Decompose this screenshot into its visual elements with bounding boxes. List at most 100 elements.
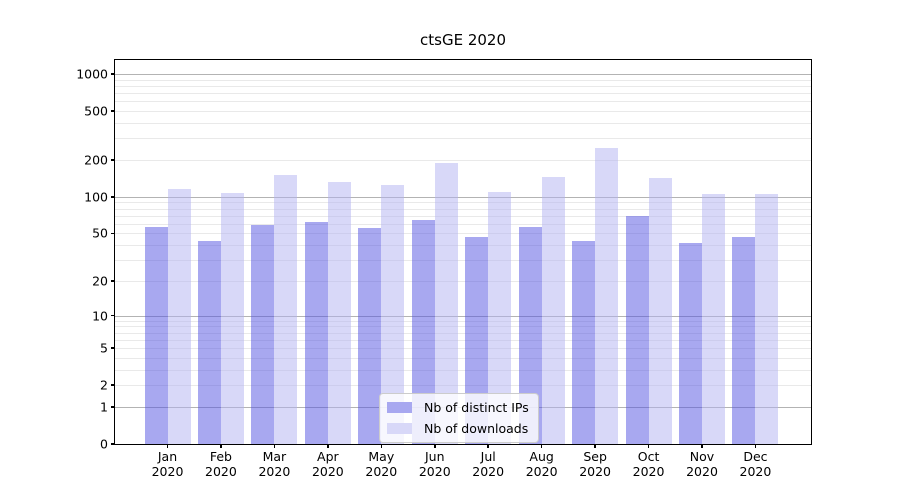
x-tick-label-line: Feb: [209, 449, 232, 464]
x-tick-mark: [220, 444, 222, 448]
gridline-major: [115, 315, 811, 317]
x-tick-label-line: Jan: [157, 449, 178, 464]
gridline-minor: [115, 79, 811, 81]
gridline-minor: [115, 85, 811, 87]
x-tick-label-line: Mar: [262, 449, 287, 464]
bar-nb-of-distinct-ips-aug: [518, 227, 542, 444]
x-tick-mark: [540, 444, 543, 448]
y-tick-label-2: 2: [100, 377, 108, 393]
gridline-minor: [115, 123, 811, 125]
chart-title: ctsGE 2020: [420, 31, 506, 49]
x-tick-label-line: 2020: [632, 464, 665, 479]
gridline-minor: [115, 348, 811, 350]
bar-nb-of-distinct-ips-apr: [304, 222, 328, 444]
gridline-minor: [115, 369, 811, 371]
legend-label-distinct-ips: Nb of distinct IPs: [424, 400, 529, 415]
gridline-minor: [115, 245, 811, 247]
gridline-minor: [115, 320, 811, 322]
y-tick-label-1000: 1000: [76, 66, 108, 82]
gridline-minor: [115, 202, 811, 204]
y-tick-label-1: 1: [100, 399, 108, 415]
bar-nb-of-downloads-apr: [327, 181, 351, 444]
y-tick-mark: [111, 384, 115, 386]
y-tick-mark: [111, 196, 115, 198]
x-tick-label-mar: Mar 2020: [247, 449, 301, 479]
legend-swatch-downloads: [387, 423, 412, 434]
gridline-minor: [115, 160, 811, 161]
x-tick-label-line: 2020: [739, 464, 772, 479]
x-tick-label-jun: Jun 2020: [408, 449, 462, 479]
x-tick-mark: [273, 444, 276, 448]
bar-nb-of-downloads-oct: [648, 177, 672, 444]
x-tick-label-jul: Jul 2020: [461, 449, 515, 479]
x-tick-mark: [701, 444, 703, 448]
x-tick-mark: [647, 444, 650, 448]
bar-nb-of-distinct-ips-mar: [251, 224, 275, 444]
x-tick-label-feb: Feb 2020: [194, 449, 248, 479]
y-tick-mark: [111, 232, 115, 235]
x-tick-label-jan: Jan 2020: [141, 449, 195, 479]
x-tick-label-line: Apr: [317, 449, 339, 464]
x-tick-label-line: May: [368, 449, 395, 464]
x-tick-label-line: Jul: [480, 449, 496, 464]
legend-item-downloads: Nb of downloads: [387, 421, 529, 436]
bar-nb-of-distinct-ips-jun: [411, 220, 435, 444]
gridline-minor: [115, 326, 811, 328]
bar-nb-of-distinct-ips-jul: [465, 236, 489, 444]
x-tick-label-aug: Aug 2020: [515, 449, 569, 479]
gridline-minor: [115, 223, 811, 225]
y-tick-label-0: 0: [100, 436, 108, 452]
x-tick-label-line: 2020: [311, 464, 344, 479]
y-tick-label-20: 20: [92, 273, 108, 289]
y-tick-mark: [111, 443, 115, 445]
x-tick-label-line: 2020: [151, 464, 184, 479]
bar-nb-of-downloads-dec: [755, 194, 779, 444]
gridline-minor: [115, 233, 811, 235]
bar-nb-of-downloads-nov: [702, 193, 725, 444]
legend-label-downloads: Nb of downloads: [424, 421, 529, 436]
x-tick-label-line: 2020: [418, 464, 451, 479]
x-tick-label-oct: Oct 2020: [622, 449, 676, 479]
gridline-minor: [115, 260, 811, 262]
x-tick-label-line: Sep: [583, 449, 607, 464]
bar-nb-of-downloads-mar: [274, 175, 298, 444]
legend: Nb of distinct IPs Nb of downloads: [379, 393, 539, 443]
y-tick-label-5: 5: [100, 340, 108, 356]
bar-nb-of-downloads-jul: [488, 191, 512, 444]
gridline-minor: [115, 138, 811, 140]
x-tick-mark: [327, 444, 329, 448]
x-tick-mark: [434, 444, 436, 448]
x-tick-mark: [166, 444, 169, 448]
x-tick-label-may: May 2020: [354, 449, 408, 479]
y-tick-label-200: 200: [84, 152, 108, 168]
gridline-minor: [115, 93, 811, 95]
y-tick-mark: [111, 280, 115, 282]
x-tick-label-line: 2020: [365, 464, 398, 479]
y-tick-mark: [111, 73, 115, 75]
bar-nb-of-distinct-ips-may: [358, 228, 382, 444]
bar-nb-of-distinct-ips-sep: [572, 241, 596, 444]
legend-swatch-distinct-ips: [387, 402, 412, 413]
gridline-minor: [115, 215, 811, 217]
gridline-minor: [115, 385, 811, 387]
bar-nb-of-distinct-ips-oct: [625, 215, 649, 444]
y-tick-label-500: 500: [84, 103, 108, 119]
gridline-minor: [115, 111, 811, 113]
x-tick-mark: [594, 444, 596, 448]
bar-nb-of-distinct-ips-nov: [679, 242, 702, 444]
bar-nb-of-downloads-feb: [220, 193, 244, 444]
bar-nb-of-distinct-ips-jan: [144, 227, 168, 444]
x-tick-label-line: 2020: [579, 464, 611, 479]
x-tick-label-line: 2020: [472, 464, 505, 479]
gridline-minor: [115, 280, 811, 282]
plot-area: [115, 60, 811, 444]
y-tick-mark: [111, 347, 115, 349]
legend-item-distinct-ips: Nb of distinct IPs: [387, 400, 529, 415]
x-tick-label-nov: Nov 2020: [675, 449, 729, 479]
x-tick-label-line: Nov: [689, 449, 715, 464]
x-tick-mark: [380, 444, 383, 448]
y-tick-label-10: 10: [92, 308, 108, 324]
y-tick-mark: [111, 159, 115, 161]
bar-nb-of-downloads-may: [381, 185, 405, 444]
